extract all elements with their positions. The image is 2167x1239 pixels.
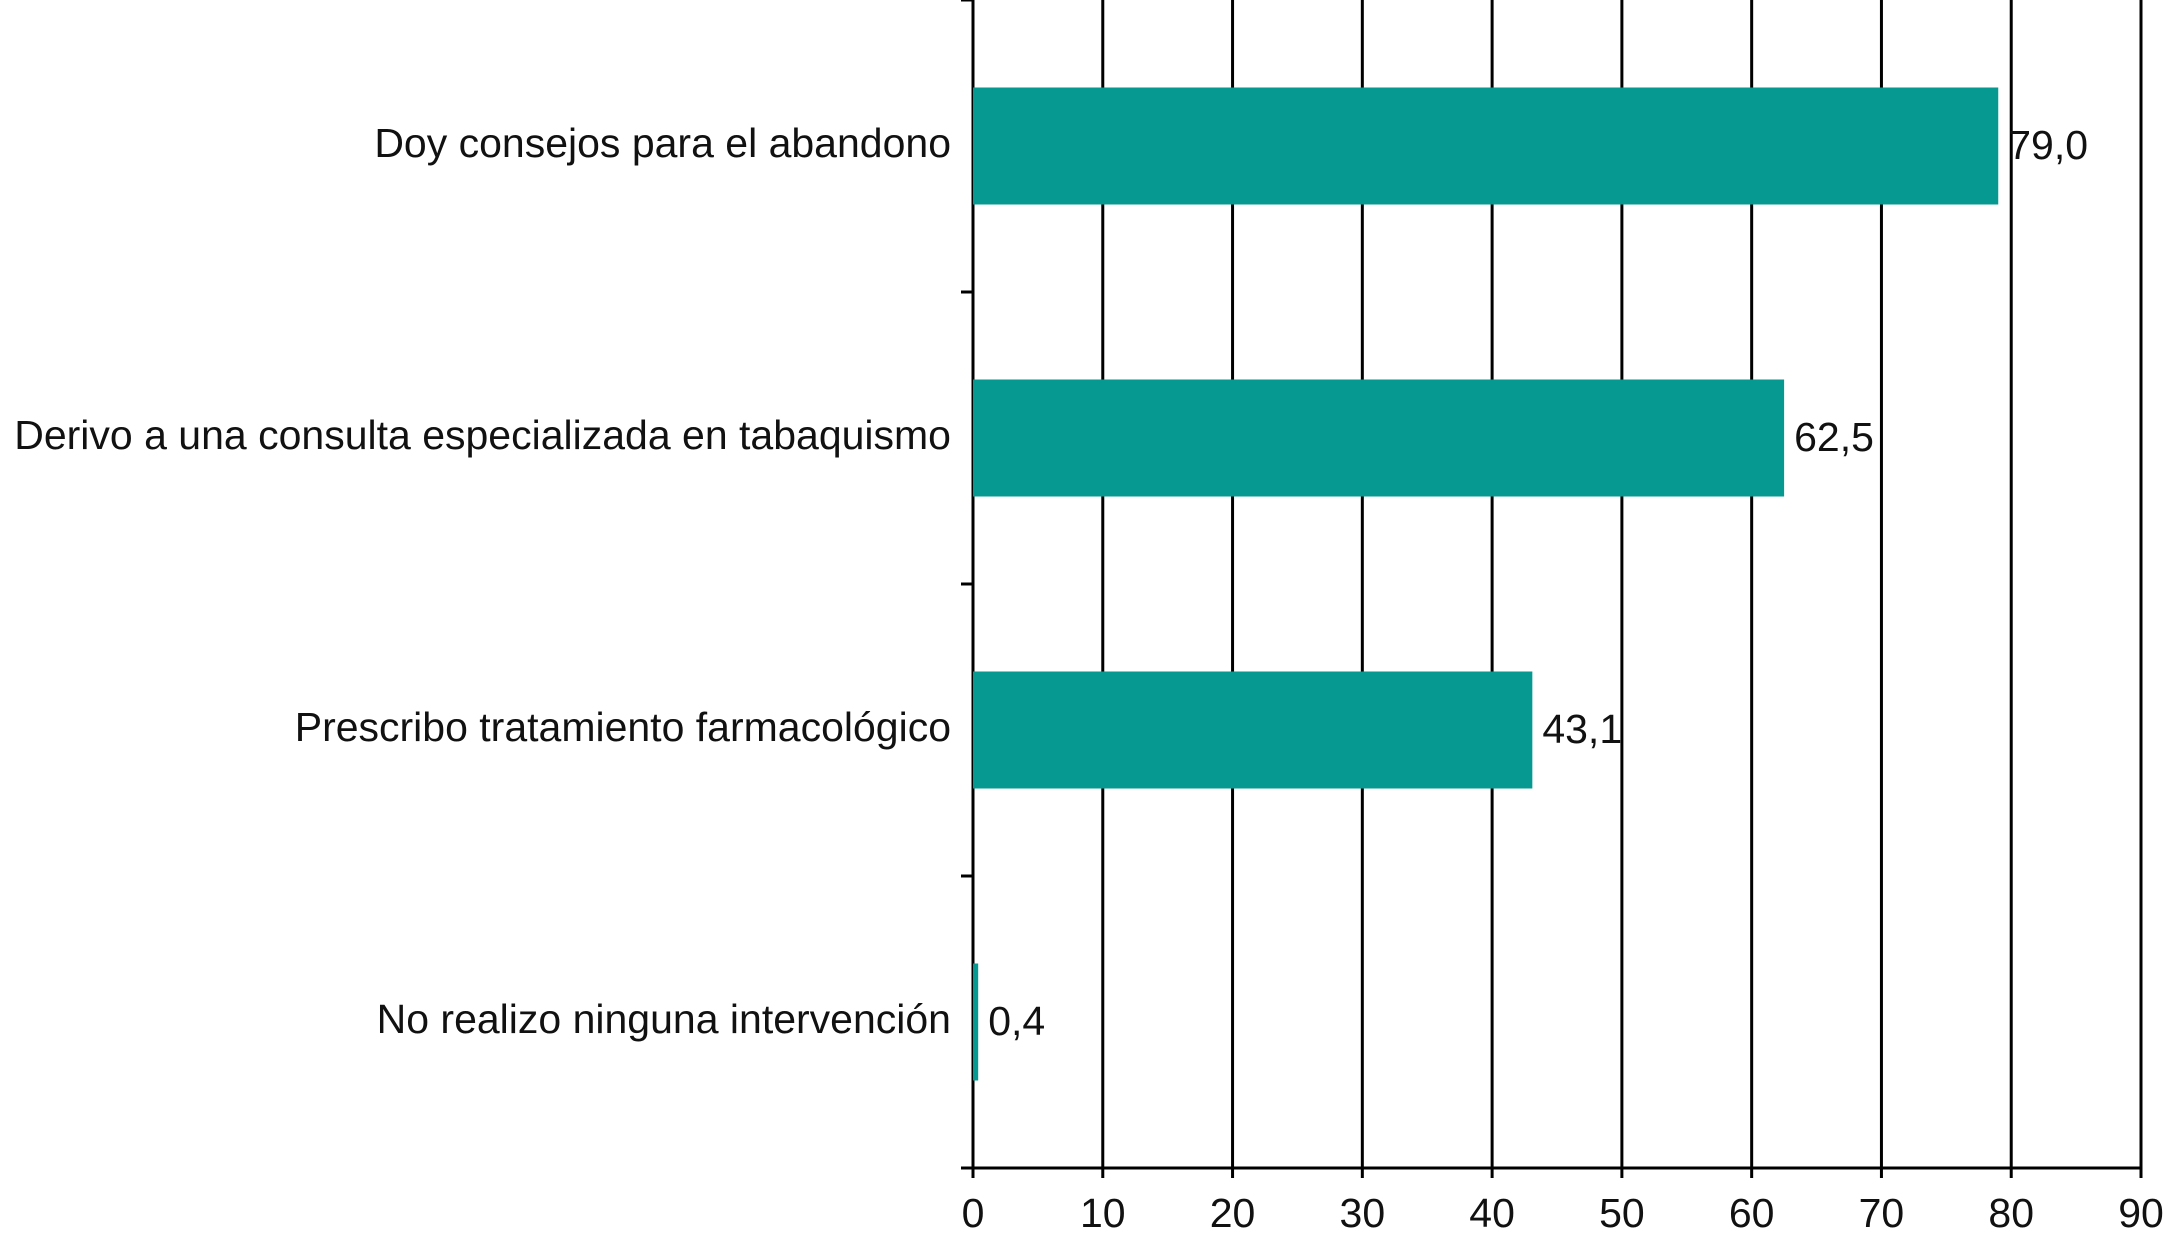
x-tick-label: 50 [1599, 1190, 1645, 1236]
x-tick-label: 40 [1469, 1190, 1515, 1236]
x-tick-label: 20 [1210, 1190, 1256, 1236]
x-tick-label: 80 [1988, 1190, 2034, 1236]
y-tick-label: No realizo ninguna intervención [377, 996, 951, 1042]
value-label: 0,4 [988, 998, 1045, 1044]
bar [973, 87, 1999, 205]
x-tick-label: 90 [2118, 1190, 2164, 1236]
y-tick-label: Derivo a una consulta especializada en t… [14, 412, 951, 458]
bar [973, 379, 1785, 497]
x-tick-label: 30 [1340, 1190, 1386, 1236]
value-label: 43,1 [1542, 706, 1622, 752]
x-tick-label: 10 [1080, 1190, 1126, 1236]
value-label: 62,5 [1794, 414, 1874, 460]
y-tick-label: Prescribo tratamiento farmacológico [295, 704, 951, 750]
bar [973, 963, 979, 1081]
bar [973, 671, 1533, 789]
x-tick-label: 0 [962, 1190, 985, 1236]
y-tick-label: Doy consejos para el abandono [374, 120, 951, 166]
x-tick-label: 60 [1729, 1190, 1775, 1236]
value-label: 79,0 [2008, 122, 2088, 168]
x-tick-label: 70 [1859, 1190, 1905, 1236]
